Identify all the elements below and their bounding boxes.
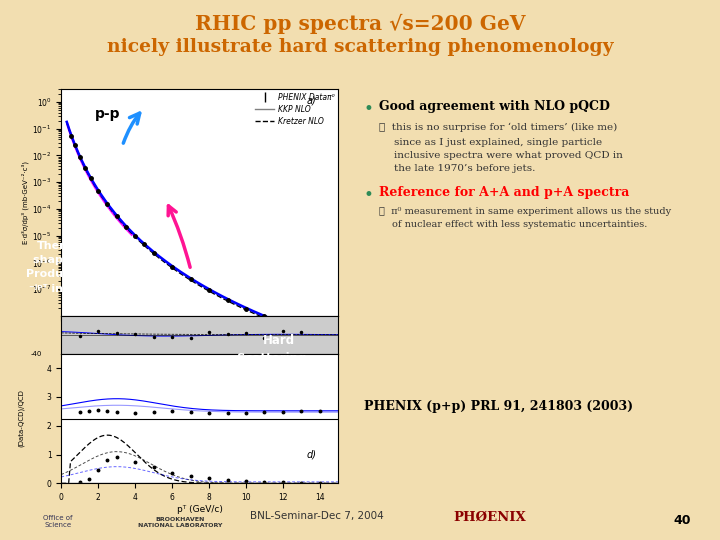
Text: Reference for A+A and p+A spectra: Reference for A+A and p+A spectra xyxy=(379,186,630,199)
Text: nicely illustrate hard scattering phenomenology: nicely illustrate hard scattering phenom… xyxy=(107,38,613,56)
X-axis label: pᵀ (GeV/c): pᵀ (GeV/c) xyxy=(177,505,222,514)
Text: d): d) xyxy=(306,449,316,460)
Text: Office of
Science: Office of Science xyxy=(43,515,72,528)
Text: Thermally-
shaped Soft
Production:  e
⁻ʲᵖᵀ indep.  √s: Thermally- shaped Soft Production: e ⁻ʲᵖ… xyxy=(26,241,114,294)
Text: since as I just explained, single particle: since as I just explained, single partic… xyxy=(394,138,602,147)
Text: PHØENIX: PHØENIX xyxy=(453,511,526,524)
Text: •: • xyxy=(364,186,374,204)
Legend: PHENIX Dataπ⁰, KKP NLO, Kretzer NLO: PHENIX Dataπ⁰, KKP NLO, Kretzer NLO xyxy=(255,93,335,126)
Text: Good agreement with NLO pQCD: Good agreement with NLO pQCD xyxy=(379,100,611,113)
Text: PHENIX (p+p) PRL 91, 241803 (2003): PHENIX (p+p) PRL 91, 241803 (2003) xyxy=(364,400,633,413)
Text: of nuclear effect with less systematic uncertainties.: of nuclear effect with less systematic u… xyxy=(392,220,648,229)
Text: ✓  this is no surprise for ‘old timers’ (like me): ✓ this is no surprise for ‘old timers’ (… xyxy=(379,123,618,132)
Text: the late 1970’s before jets.: the late 1970’s before jets. xyxy=(394,164,535,173)
Text: inclusive spectra were what proved QCD in: inclusive spectra were what proved QCD i… xyxy=(394,151,623,160)
Text: BNL-Seminar-Dec 7, 2004: BNL-Seminar-Dec 7, 2004 xyxy=(250,511,384,521)
Text: •: • xyxy=(364,100,374,118)
Text: ✓  π⁰ measurement in same experiment allows us the study: ✓ π⁰ measurement in same experiment allo… xyxy=(379,207,672,216)
Text: (Data-QCD)/QCD: (Data-QCD)/QCD xyxy=(18,389,25,448)
Text: 40: 40 xyxy=(674,514,691,526)
Y-axis label: E·d³σ/dp³ (mb·GeV⁻²·c³): E·d³σ/dp³ (mb·GeV⁻²·c³) xyxy=(22,161,30,244)
Text: Hard
Scattering --
varies with
√s: Hard Scattering -- varies with √s xyxy=(238,334,320,401)
Text: BROOKHAVEN
NATIONAL LABORATORY: BROOKHAVEN NATIONAL LABORATORY xyxy=(138,517,222,528)
Text: RHIC pp spectra √s=200 GeV: RHIC pp spectra √s=200 GeV xyxy=(194,14,526,33)
Text: -40: -40 xyxy=(30,350,42,357)
Text: a): a) xyxy=(307,96,316,106)
Text: p-p: p-p xyxy=(94,107,120,122)
